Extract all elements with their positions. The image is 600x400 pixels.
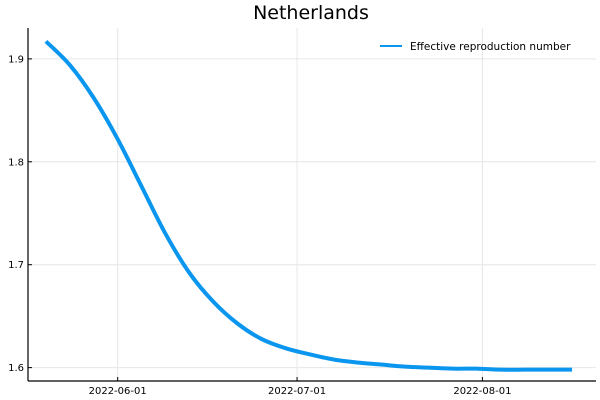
series-line bbox=[44, 39, 573, 372]
chart-title: Netherlands bbox=[253, 2, 369, 24]
legend-label: Effective reproduction number bbox=[410, 41, 571, 53]
y-tick-label: 1.6 bbox=[8, 363, 24, 374]
y-tick-label: 1.9 bbox=[8, 54, 24, 65]
axes: 2022-06-01 2022-07-01 2022-08-01 1.6 1.7 1.8 1… bbox=[8, 28, 596, 397]
y-tick-label: 1.8 bbox=[8, 157, 24, 168]
x-tick-label: 2022-06-01 bbox=[89, 386, 147, 397]
x-tick-label: 2022-08-01 bbox=[453, 386, 511, 397]
y-tick-label: 1.7 bbox=[8, 260, 24, 271]
plot-area bbox=[44, 39, 573, 372]
x-tick-label: 2022-07-01 bbox=[268, 386, 326, 397]
grid bbox=[28, 28, 596, 381]
legend: Effective reproduction number bbox=[380, 41, 571, 53]
